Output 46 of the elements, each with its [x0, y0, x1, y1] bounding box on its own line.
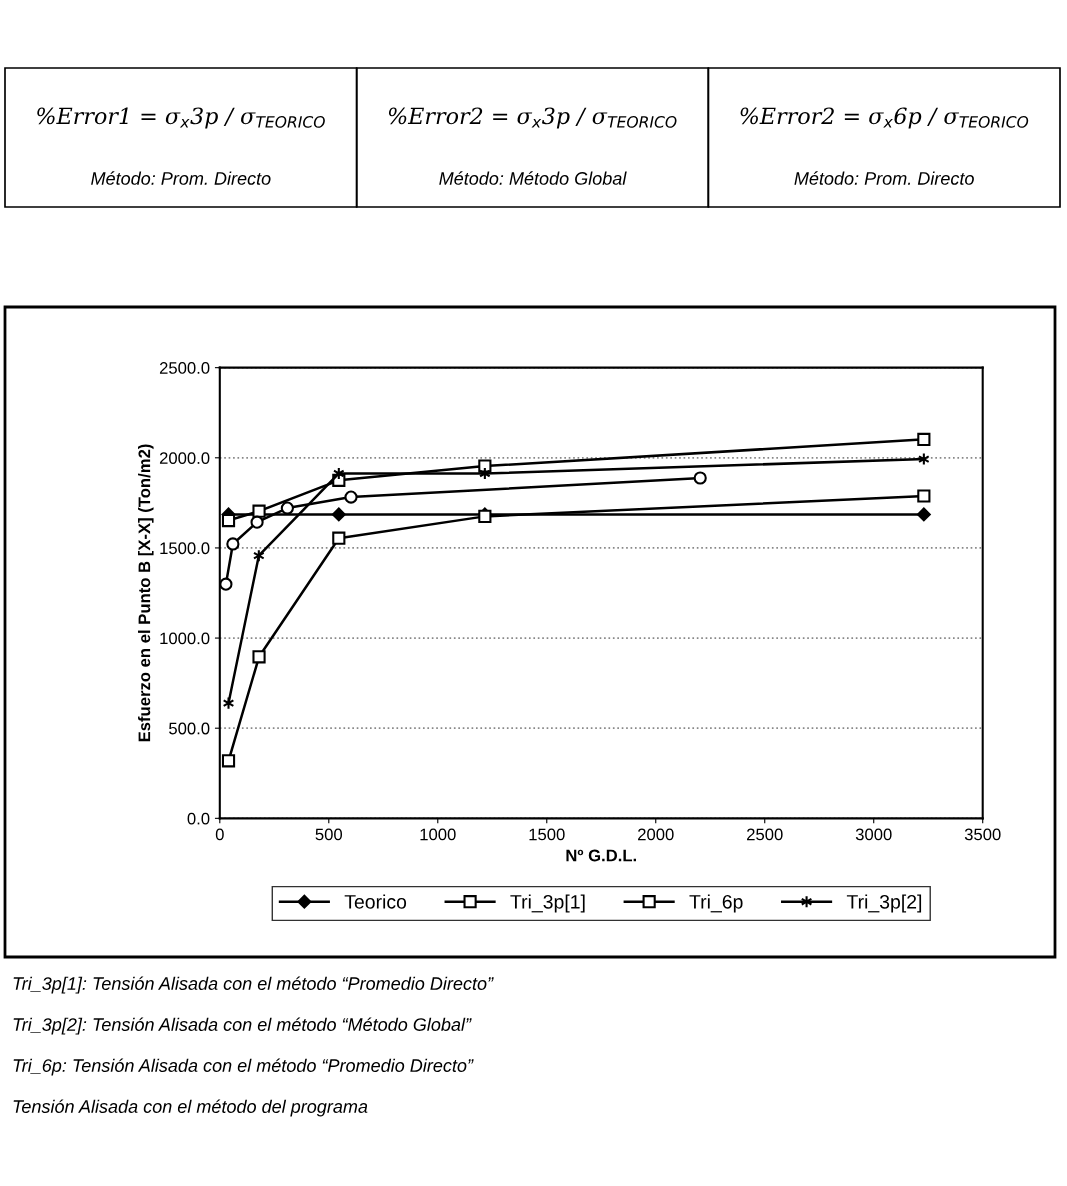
legend-label: Tri_3p[2] [846, 894, 922, 913]
legend-label: Tri_6p [689, 894, 743, 913]
x-tick-label: 2500 [747, 828, 783, 841]
point [252, 650, 266, 664]
point [693, 471, 707, 485]
point [280, 501, 294, 515]
point [222, 696, 235, 710]
y-tick-label: 1500.0 [160, 542, 210, 555]
x-tick-label: 500 [315, 828, 343, 841]
point [344, 490, 358, 504]
text: %Error2 = σ$_{x}$3p / σ$_{TEORICO}$ [388, 107, 677, 129]
point [331, 507, 346, 522]
y-tick-label: 1000.0 [160, 632, 210, 645]
text: Tri_6p: Tensión Alisada con el método “Promedio Directo” [13, 1058, 474, 1076]
text: Tensión Alisada con el método del programa [13, 1099, 368, 1117]
point [917, 432, 931, 446]
point [221, 513, 236, 528]
x-tick-label: 3000 [855, 828, 892, 841]
x-tick-label: 1000 [420, 828, 456, 841]
text: Método: Método Global [439, 171, 627, 185]
point [252, 504, 266, 518]
y-tick-label: 2000.0 [159, 452, 210, 464]
x-axis-title: Nº G.D.L. [566, 849, 637, 862]
text: Tri_3p[1]: Tensión Alisada con el método “Promedio Directo” [13, 976, 494, 994]
text: Método: Prom. Directo [794, 171, 974, 185]
x-tick-label: 1500 [529, 828, 565, 841]
x-tick-label: 3500 [964, 828, 1001, 841]
text: Tri_3p[2]: Tensión Alisada con el método “Método Global” [13, 1017, 472, 1035]
y-axis-title: Esfuerzo en el Punto B [X-X] (Ton/m2) [138, 444, 154, 742]
point [250, 515, 264, 529]
legend-label: Tri_3p[1] [510, 894, 585, 913]
point [917, 489, 931, 503]
point [916, 507, 931, 522]
point [332, 531, 346, 545]
text: %Error1 = σ$_{x}$3p / σ$_{TEORICO}$ [37, 107, 325, 129]
y-tick-label: 500.0 [169, 722, 210, 735]
x-tick-label: 2000 [638, 828, 674, 841]
x-tick-label: 0 [215, 828, 224, 841]
y-tick-label: 0.0 [187, 812, 210, 825]
y-tick-label: 2500.0 [159, 362, 210, 374]
point [219, 577, 233, 591]
legend-label: Teorico [344, 894, 407, 909]
text: %Error2 = σ$_{x}$6p / σ$_{TEORICO}$ [740, 107, 1029, 129]
text: Método: Prom. Directo [91, 171, 271, 185]
point [221, 754, 236, 768]
point [226, 537, 240, 551]
